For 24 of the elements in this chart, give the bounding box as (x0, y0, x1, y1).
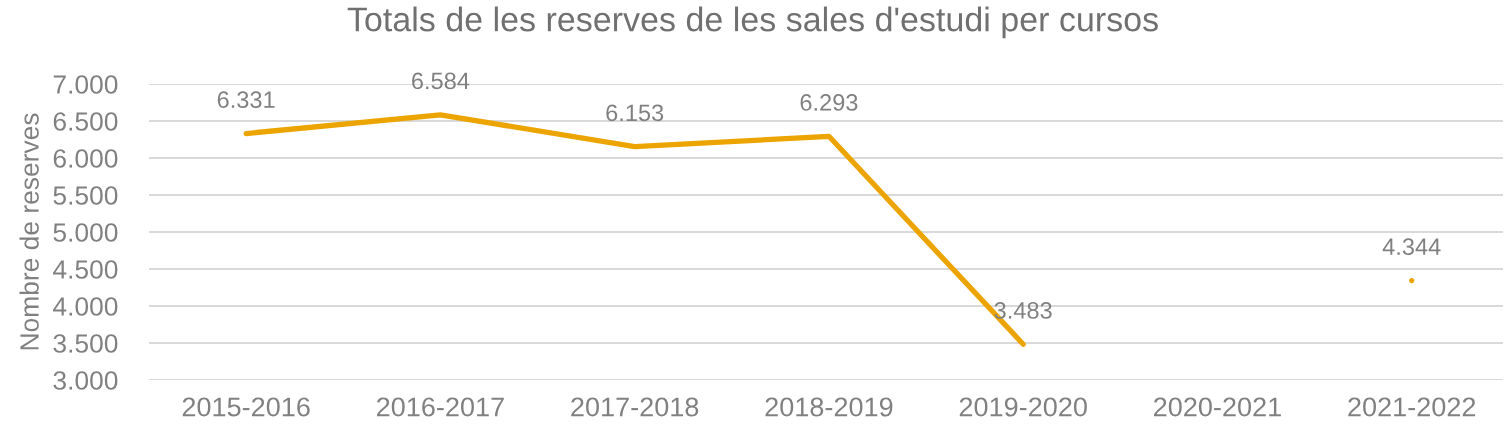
y-tick-label: 5.500 (53, 186, 118, 205)
x-tick-label: 2015-2016 (182, 397, 310, 417)
x-tick-label: 2021-2022 (1348, 397, 1476, 417)
x-tick-label: 2020-2021 (1154, 397, 1281, 417)
y-tick-label: 3.500 (53, 334, 118, 353)
data-label: 4.344 (1382, 238, 1441, 256)
x-tick-label: 2019-2020 (959, 397, 1087, 417)
y-axis-title: Nombre de reserves (19, 113, 39, 350)
x-tick-label: 2017-2018 (571, 397, 699, 417)
y-tick-label: 4.000 (53, 297, 118, 316)
x-tick-label: 2016-2017 (377, 397, 504, 417)
y-tick-label: 5.000 (53, 223, 118, 242)
data-label: 6.153 (606, 104, 664, 122)
data-label: 3.483 (994, 302, 1052, 319)
y-tick-label: 3.000 (53, 371, 118, 390)
data-label: 6.584 (412, 72, 470, 90)
data-label: 6.293 (800, 94, 858, 111)
y-tick-label: 6.500 (53, 112, 118, 131)
y-tick-label: 7.000 (53, 75, 118, 94)
x-tick-label: 2018-2019 (765, 397, 893, 417)
y-tick-label: 4.500 (53, 260, 118, 279)
data-label: 6.331 (217, 91, 275, 109)
chart-title: Totals de les reserves de les sales d'estudi per cursos (347, 6, 1158, 39)
y-tick-label: 6.000 (53, 149, 118, 168)
